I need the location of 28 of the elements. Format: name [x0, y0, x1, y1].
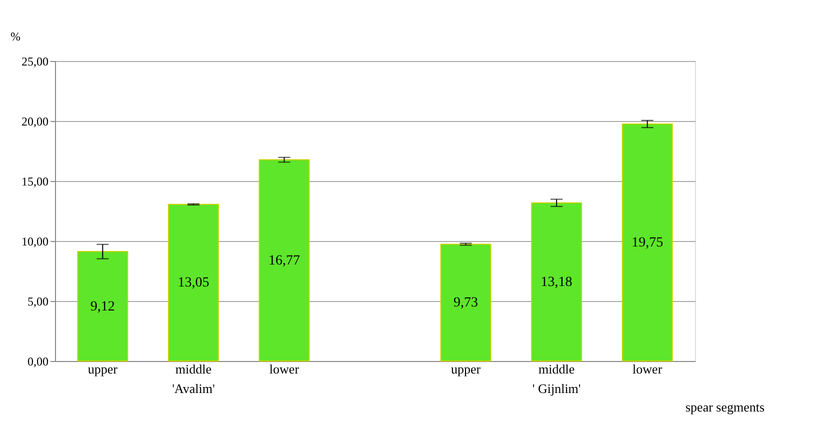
data-label: 19,75	[632, 236, 664, 250]
text: 'Avalim'	[172, 381, 215, 396]
text: ' Gijnlim'	[532, 381, 581, 396]
data-label: 16,77	[268, 253, 300, 268]
x-tick-label: upper	[450, 362, 482, 376]
bar	[258, 159, 310, 362]
x-tick-label: lower	[632, 362, 663, 376]
x-tick-label: upper	[88, 362, 118, 376]
y-tick-label: 20,00	[22, 114, 48, 128]
x-axis-title: spear segments	[686, 400, 765, 414]
y-tick-label: 0,00	[28, 354, 48, 368]
bar	[622, 124, 673, 362]
data-label: 9,73	[454, 296, 478, 311]
bar	[77, 251, 128, 362]
y-tick-label: 15,00	[22, 174, 48, 188]
data-label: 9,12	[90, 299, 115, 314]
y-tick-label: 25,00	[22, 54, 48, 68]
x-tick-label: middle	[538, 362, 575, 376]
bar	[440, 244, 492, 362]
x-tick-label: middle	[175, 362, 212, 376]
y-tick-label: 5,00	[28, 294, 48, 308]
data-label: 13,18	[540, 274, 572, 290]
bar	[168, 204, 219, 362]
y-axis-title: %	[10, 30, 20, 44]
y-tick-label: 10,00	[22, 234, 48, 248]
bar	[531, 202, 582, 362]
x-tick-label: lower	[269, 362, 300, 376]
data-label: 13,05	[178, 276, 210, 291]
